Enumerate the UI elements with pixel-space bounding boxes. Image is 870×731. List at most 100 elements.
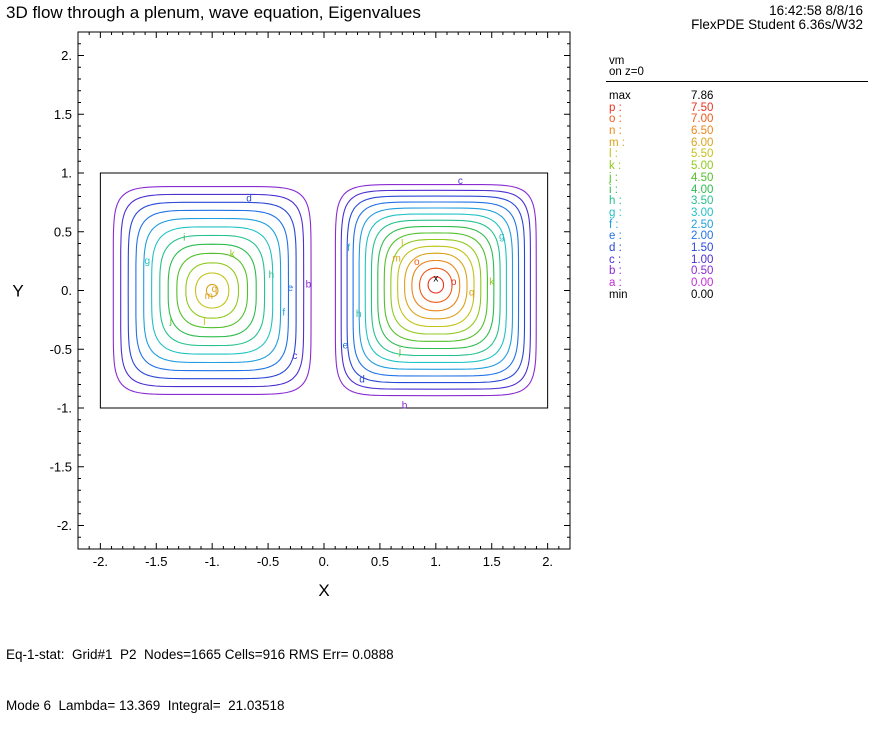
contour-line bbox=[411, 259, 461, 312]
legend-value: 7.00 bbox=[691, 113, 714, 126]
legend-row: k : 5.00 bbox=[609, 160, 714, 173]
mode-stats: Mode 6 Lambda= 13.369 Integral= 21.03518 bbox=[6, 698, 285, 713]
contour-label: d bbox=[246, 194, 252, 205]
legend-row: e : 2.00 bbox=[609, 231, 713, 243]
legend-value: 5.50 bbox=[691, 148, 714, 161]
contour-legend: max 7.86 p :7.50 o :7.00 n :6.50 m :6.00 l :… bbox=[609, 90, 714, 301]
contour-line bbox=[352, 201, 520, 377]
contour-label: k bbox=[230, 249, 236, 260]
legend-surface: on z=0 bbox=[609, 66, 644, 78]
legend-min-label: min bbox=[609, 288, 628, 301]
x-tick-label: 1.5 bbox=[483, 554, 501, 569]
contour-label: k bbox=[489, 277, 495, 288]
contour-line bbox=[127, 201, 297, 380]
contour-line bbox=[205, 283, 219, 298]
contour-line bbox=[364, 213, 507, 363]
contour-label: i bbox=[183, 232, 185, 243]
legend-variable: vm bbox=[609, 55, 625, 67]
contour-line bbox=[427, 276, 445, 294]
contour-label: f bbox=[347, 243, 350, 254]
y-tick-label: 1. bbox=[61, 166, 72, 181]
plot-title: 3D flow through a plenum, wave equation,… bbox=[6, 3, 421, 22]
legend-key: f : bbox=[609, 218, 619, 231]
legend-max-value: 7.86 bbox=[691, 90, 714, 102]
contour-label: j bbox=[398, 346, 401, 357]
x-axis-title: X bbox=[318, 581, 329, 600]
legend-key: p : bbox=[609, 101, 622, 114]
legend-value: 6.00 bbox=[691, 136, 714, 149]
legend-row: g : 3.00 bbox=[609, 206, 713, 220]
legend-row: n : 6.50 bbox=[609, 125, 713, 138]
legend-row: b : 0.50 bbox=[609, 266, 713, 278]
legend-row: j : 4.50 bbox=[609, 172, 713, 185]
contour-label: q bbox=[212, 284, 218, 295]
legend-value: 0.00 bbox=[691, 277, 714, 289]
contour-line bbox=[377, 225, 495, 350]
y-tick-label: 0. bbox=[61, 283, 72, 298]
legend-value: 5.00 bbox=[691, 160, 714, 173]
contour-line bbox=[159, 234, 266, 347]
legend-levels: p : 7.50 o : 7.00 n : 6.50 m : 6.00 l : 5.50 k : 5.… bbox=[609, 101, 714, 290]
contour-label: m bbox=[393, 254, 401, 265]
y-tick-label: 2. bbox=[61, 48, 72, 63]
contour-line bbox=[397, 245, 475, 328]
contour-label: l bbox=[203, 317, 205, 328]
x-tick-label: -0.5 bbox=[257, 554, 279, 569]
x-tick-label: -2. bbox=[93, 554, 108, 569]
legend-key: m : bbox=[609, 136, 625, 149]
legend-key: l : bbox=[609, 148, 618, 161]
software-version: FlexPDE Student 6.36s/W32 bbox=[691, 17, 863, 32]
contour-line bbox=[143, 217, 282, 364]
contour-label: l bbox=[401, 238, 403, 249]
legend-key: g : bbox=[609, 206, 622, 219]
x-tick-label: 2. bbox=[542, 554, 553, 569]
legend-value: 7.50 bbox=[691, 101, 714, 114]
contour-line bbox=[340, 189, 531, 390]
legend-key: b : bbox=[609, 265, 622, 278]
x-tick-label: -1. bbox=[205, 554, 220, 569]
contour-line bbox=[383, 232, 488, 342]
legend-min-value: 0.00 bbox=[691, 288, 714, 301]
legend-value: 3.50 bbox=[691, 195, 714, 208]
legend-key: d : bbox=[609, 241, 622, 254]
legend-key: h : bbox=[609, 195, 622, 208]
y-tick-label: -0.5 bbox=[50, 342, 72, 357]
contour-label: f bbox=[282, 308, 285, 319]
contour-label: x bbox=[433, 274, 438, 285]
legend-row: i : 4.00 bbox=[609, 183, 714, 197]
time-date: 16:42:58 8/8/16 bbox=[769, 3, 863, 18]
legend-key: k : bbox=[609, 160, 622, 173]
legend-key: a : bbox=[609, 277, 622, 289]
legend-value: 2.00 bbox=[691, 230, 714, 243]
legend-key: c : bbox=[609, 253, 622, 266]
contour-label: g bbox=[499, 231, 505, 242]
contour-label: o bbox=[414, 257, 420, 268]
y-axis-title: Y bbox=[12, 282, 23, 301]
contour-label: p bbox=[451, 277, 457, 288]
contour-label: b bbox=[402, 400, 408, 411]
legend-max-label: max bbox=[609, 90, 631, 102]
legend-value: 2.50 bbox=[691, 218, 714, 231]
legend-row: m : 6.00 bbox=[609, 136, 714, 150]
contour-line bbox=[358, 207, 514, 370]
y-tick-label: -1.5 bbox=[50, 459, 72, 474]
legend-value: 0.50 bbox=[691, 265, 714, 278]
contour-label: c bbox=[458, 176, 463, 187]
domain-boundary bbox=[99, 172, 549, 409]
legend-row: p : 7.50 bbox=[609, 101, 714, 115]
legend-max-row: max 7.86 bbox=[609, 90, 714, 103]
contour-line bbox=[419, 267, 453, 303]
run-stamp: 16:42:58 8/8/16 FlexPDE Student 6.36s/W3… bbox=[691, 4, 863, 32]
legend-value: 1.00 bbox=[691, 253, 714, 266]
contour-line bbox=[176, 252, 249, 329]
contour-line bbox=[151, 226, 274, 355]
contour-label: e bbox=[288, 283, 294, 294]
legend-divider bbox=[606, 81, 868, 82]
contour-line bbox=[167, 243, 257, 338]
legend-value: 4.00 bbox=[691, 183, 714, 196]
x-tick-label: 0.5 bbox=[371, 554, 389, 569]
legend-key: n : bbox=[609, 125, 622, 138]
x-tick-label: 0. bbox=[319, 554, 330, 569]
contour-line bbox=[194, 272, 230, 309]
contour-label: d bbox=[359, 375, 365, 386]
